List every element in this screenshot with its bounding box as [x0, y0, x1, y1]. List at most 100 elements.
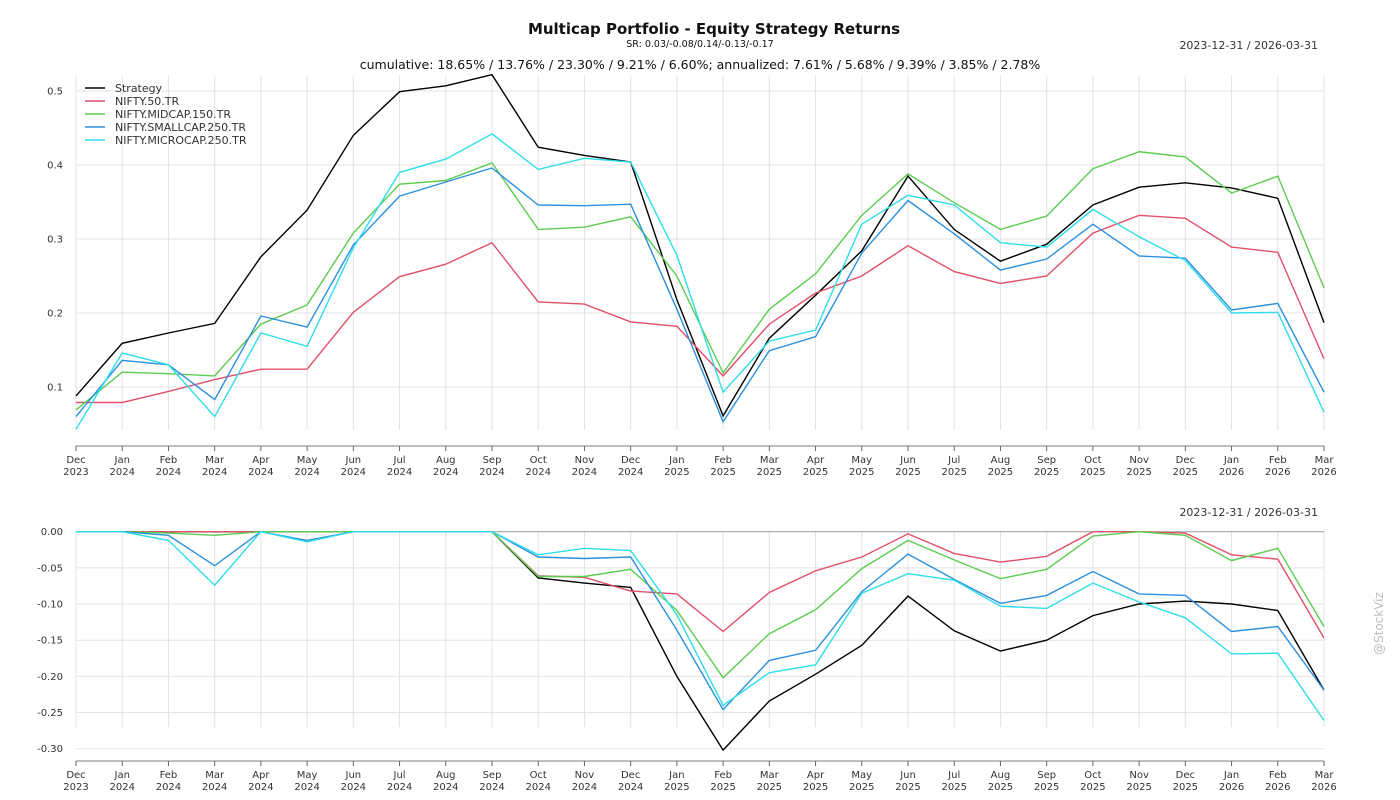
x-tick-label-month: Jun — [899, 455, 916, 466]
legend-label: NIFTY.MIDCAP.150.TR — [115, 108, 231, 121]
drawdown-chart: 0.00-0.05-0.10-0.15-0.20-0.25-0.30Dec202… — [37, 527, 1337, 793]
x-tick-label-year: 2025 — [664, 467, 689, 478]
x-tick-label-year: 2025 — [1173, 782, 1198, 793]
x-tick-label-year: 2024 — [387, 782, 412, 793]
x-tick-label-month: Aug — [991, 455, 1011, 466]
x-tick-label-year: 2026 — [1219, 467, 1244, 478]
x-tick-label-year: 2025 — [1173, 467, 1198, 478]
x-tick-label-month: Nov — [575, 455, 595, 466]
x-tick-label-month: Mar — [1315, 770, 1335, 781]
y-tick-label: 0.4 — [47, 161, 63, 172]
x-tick-label-month: Mar — [205, 455, 225, 466]
x-tick-label-month: Sep — [483, 770, 502, 781]
x-tick-label-year: 2025 — [710, 782, 735, 793]
date-range-bottom: 2023-12-31 / 2026-03-31 — [1179, 506, 1318, 519]
x-tick-label-month: Dec — [1176, 770, 1195, 781]
chart-subtitle: SR: 0.03/-0.08/0.14/-0.13/-0.17 — [626, 39, 774, 50]
x-tick-label-year: 2024 — [387, 467, 412, 478]
bottom-grid — [75, 531, 1325, 750]
x-tick-label-month: Apr — [807, 770, 825, 781]
series-line-nifty-smallcap-250-tr — [76, 530, 1325, 711]
x-tick-label-month: Mar — [760, 770, 780, 781]
x-tick-label-month: Nov — [1129, 770, 1149, 781]
x-tick-label-month: Oct — [530, 770, 547, 781]
x-tick-label-year: 2024 — [618, 782, 643, 793]
x-tick-label-year: 2026 — [1311, 782, 1336, 793]
x-tick-label-year: 2024 — [109, 782, 134, 793]
x-tick-label-month: Sep — [483, 455, 502, 466]
x-tick-label-month: Dec — [621, 770, 640, 781]
x-tick-label-month: Feb — [714, 455, 732, 466]
x-tick-label-year: 2025 — [895, 467, 920, 478]
x-tick-label-month: Mar — [760, 455, 780, 466]
x-tick-label-month: May — [297, 455, 318, 466]
x-tick-label-month: Jun — [345, 770, 362, 781]
x-tick-label-month: Jun — [345, 455, 362, 466]
x-tick-label-year: 2023 — [63, 467, 88, 478]
x-tick-label-year: 2024 — [341, 467, 366, 478]
x-tick-label-year: 2025 — [849, 782, 874, 793]
y-tick-label: 0.2 — [47, 309, 63, 320]
x-tick-label-year: 2024 — [248, 467, 273, 478]
x-tick-label-month: Apr — [252, 455, 270, 466]
x-tick-label-month: Jul — [393, 770, 406, 781]
x-tick-label-year: 2023 — [63, 782, 88, 793]
x-tick-label-year: 2025 — [1034, 782, 1059, 793]
x-tick-label-month: Oct — [1084, 770, 1101, 781]
x-tick-label-month: Jan — [668, 770, 684, 781]
x-tick-label-year: 2025 — [1080, 782, 1105, 793]
x-tick-label-year: 2024 — [156, 467, 181, 478]
y-tick-label: 0.5 — [47, 87, 63, 98]
x-tick-label-year: 2024 — [202, 467, 227, 478]
x-tick-label-month: Dec — [621, 455, 640, 466]
x-tick-label-month: Dec — [1176, 455, 1195, 466]
x-tick-label-year: 2024 — [618, 467, 643, 478]
y-tick-label: 0.3 — [47, 235, 63, 246]
cumulative-returns-chart: 0.10.20.30.40.5Dec2023Jan2024Feb2024Mar2… — [47, 73, 1337, 478]
date-range-top: 2023-12-31 / 2026-03-31 — [1179, 39, 1318, 52]
x-tick-label-year: 2025 — [757, 782, 782, 793]
x-tick-label-month: Oct — [530, 455, 547, 466]
y-tick-label: -0.15 — [37, 636, 63, 647]
x-tick-label-month: Nov — [1129, 455, 1149, 466]
x-tick-label-month: Feb — [714, 770, 732, 781]
x-tick-label-month: Dec — [66, 770, 85, 781]
legend-label: NIFTY.SMALLCAP.250.TR — [115, 121, 246, 134]
x-tick-label-month: Nov — [575, 770, 595, 781]
x-tick-label-year: 2024 — [294, 467, 319, 478]
x-tick-label-year: 2024 — [156, 782, 181, 793]
top-grid — [75, 75, 1325, 430]
x-tick-label-year: 2025 — [803, 467, 828, 478]
x-tick-label-year: 2025 — [941, 467, 966, 478]
x-tick-label-year: 2024 — [479, 782, 504, 793]
y-tick-label: -0.10 — [37, 600, 63, 611]
x-tick-label-month: Sep — [1037, 770, 1056, 781]
x-tick-label-month: Jan — [114, 770, 130, 781]
x-tick-label-month: Jan — [668, 455, 684, 466]
x-tick-label-month: Jun — [899, 770, 916, 781]
y-tick-label: 0.1 — [47, 383, 63, 394]
x-tick-label-year: 2025 — [757, 467, 782, 478]
x-tick-label-year: 2025 — [988, 467, 1013, 478]
returns-summary: cumulative: 18.65% / 13.76% / 23.30% / 9… — [359, 57, 1041, 72]
x-tick-label-year: 2024 — [248, 782, 273, 793]
x-tick-label-year: 2025 — [849, 467, 874, 478]
series-line-strategy — [75, 73, 1325, 418]
x-tick-label-year: 2026 — [1311, 467, 1336, 478]
x-tick-label-month: Apr — [252, 770, 270, 781]
x-tick-label-year: 2024 — [525, 467, 550, 478]
x-tick-label-year: 2026 — [1219, 782, 1244, 793]
x-tick-label-year: 2025 — [803, 782, 828, 793]
x-tick-label-month: Aug — [436, 455, 456, 466]
x-tick-label-year: 2026 — [1265, 467, 1290, 478]
x-tick-label-year: 2024 — [433, 467, 458, 478]
x-tick-label-month: Jan — [1223, 455, 1239, 466]
x-tick-label-month: Jul — [947, 455, 960, 466]
x-tick-label-month: Feb — [1269, 455, 1287, 466]
x-tick-label-month: Feb — [160, 455, 178, 466]
x-tick-label-month: Jan — [114, 455, 130, 466]
x-tick-label-year: 2024 — [202, 782, 227, 793]
legend-label: NIFTY.50.TR — [115, 95, 180, 108]
x-tick-label-month: Sep — [1037, 455, 1056, 466]
